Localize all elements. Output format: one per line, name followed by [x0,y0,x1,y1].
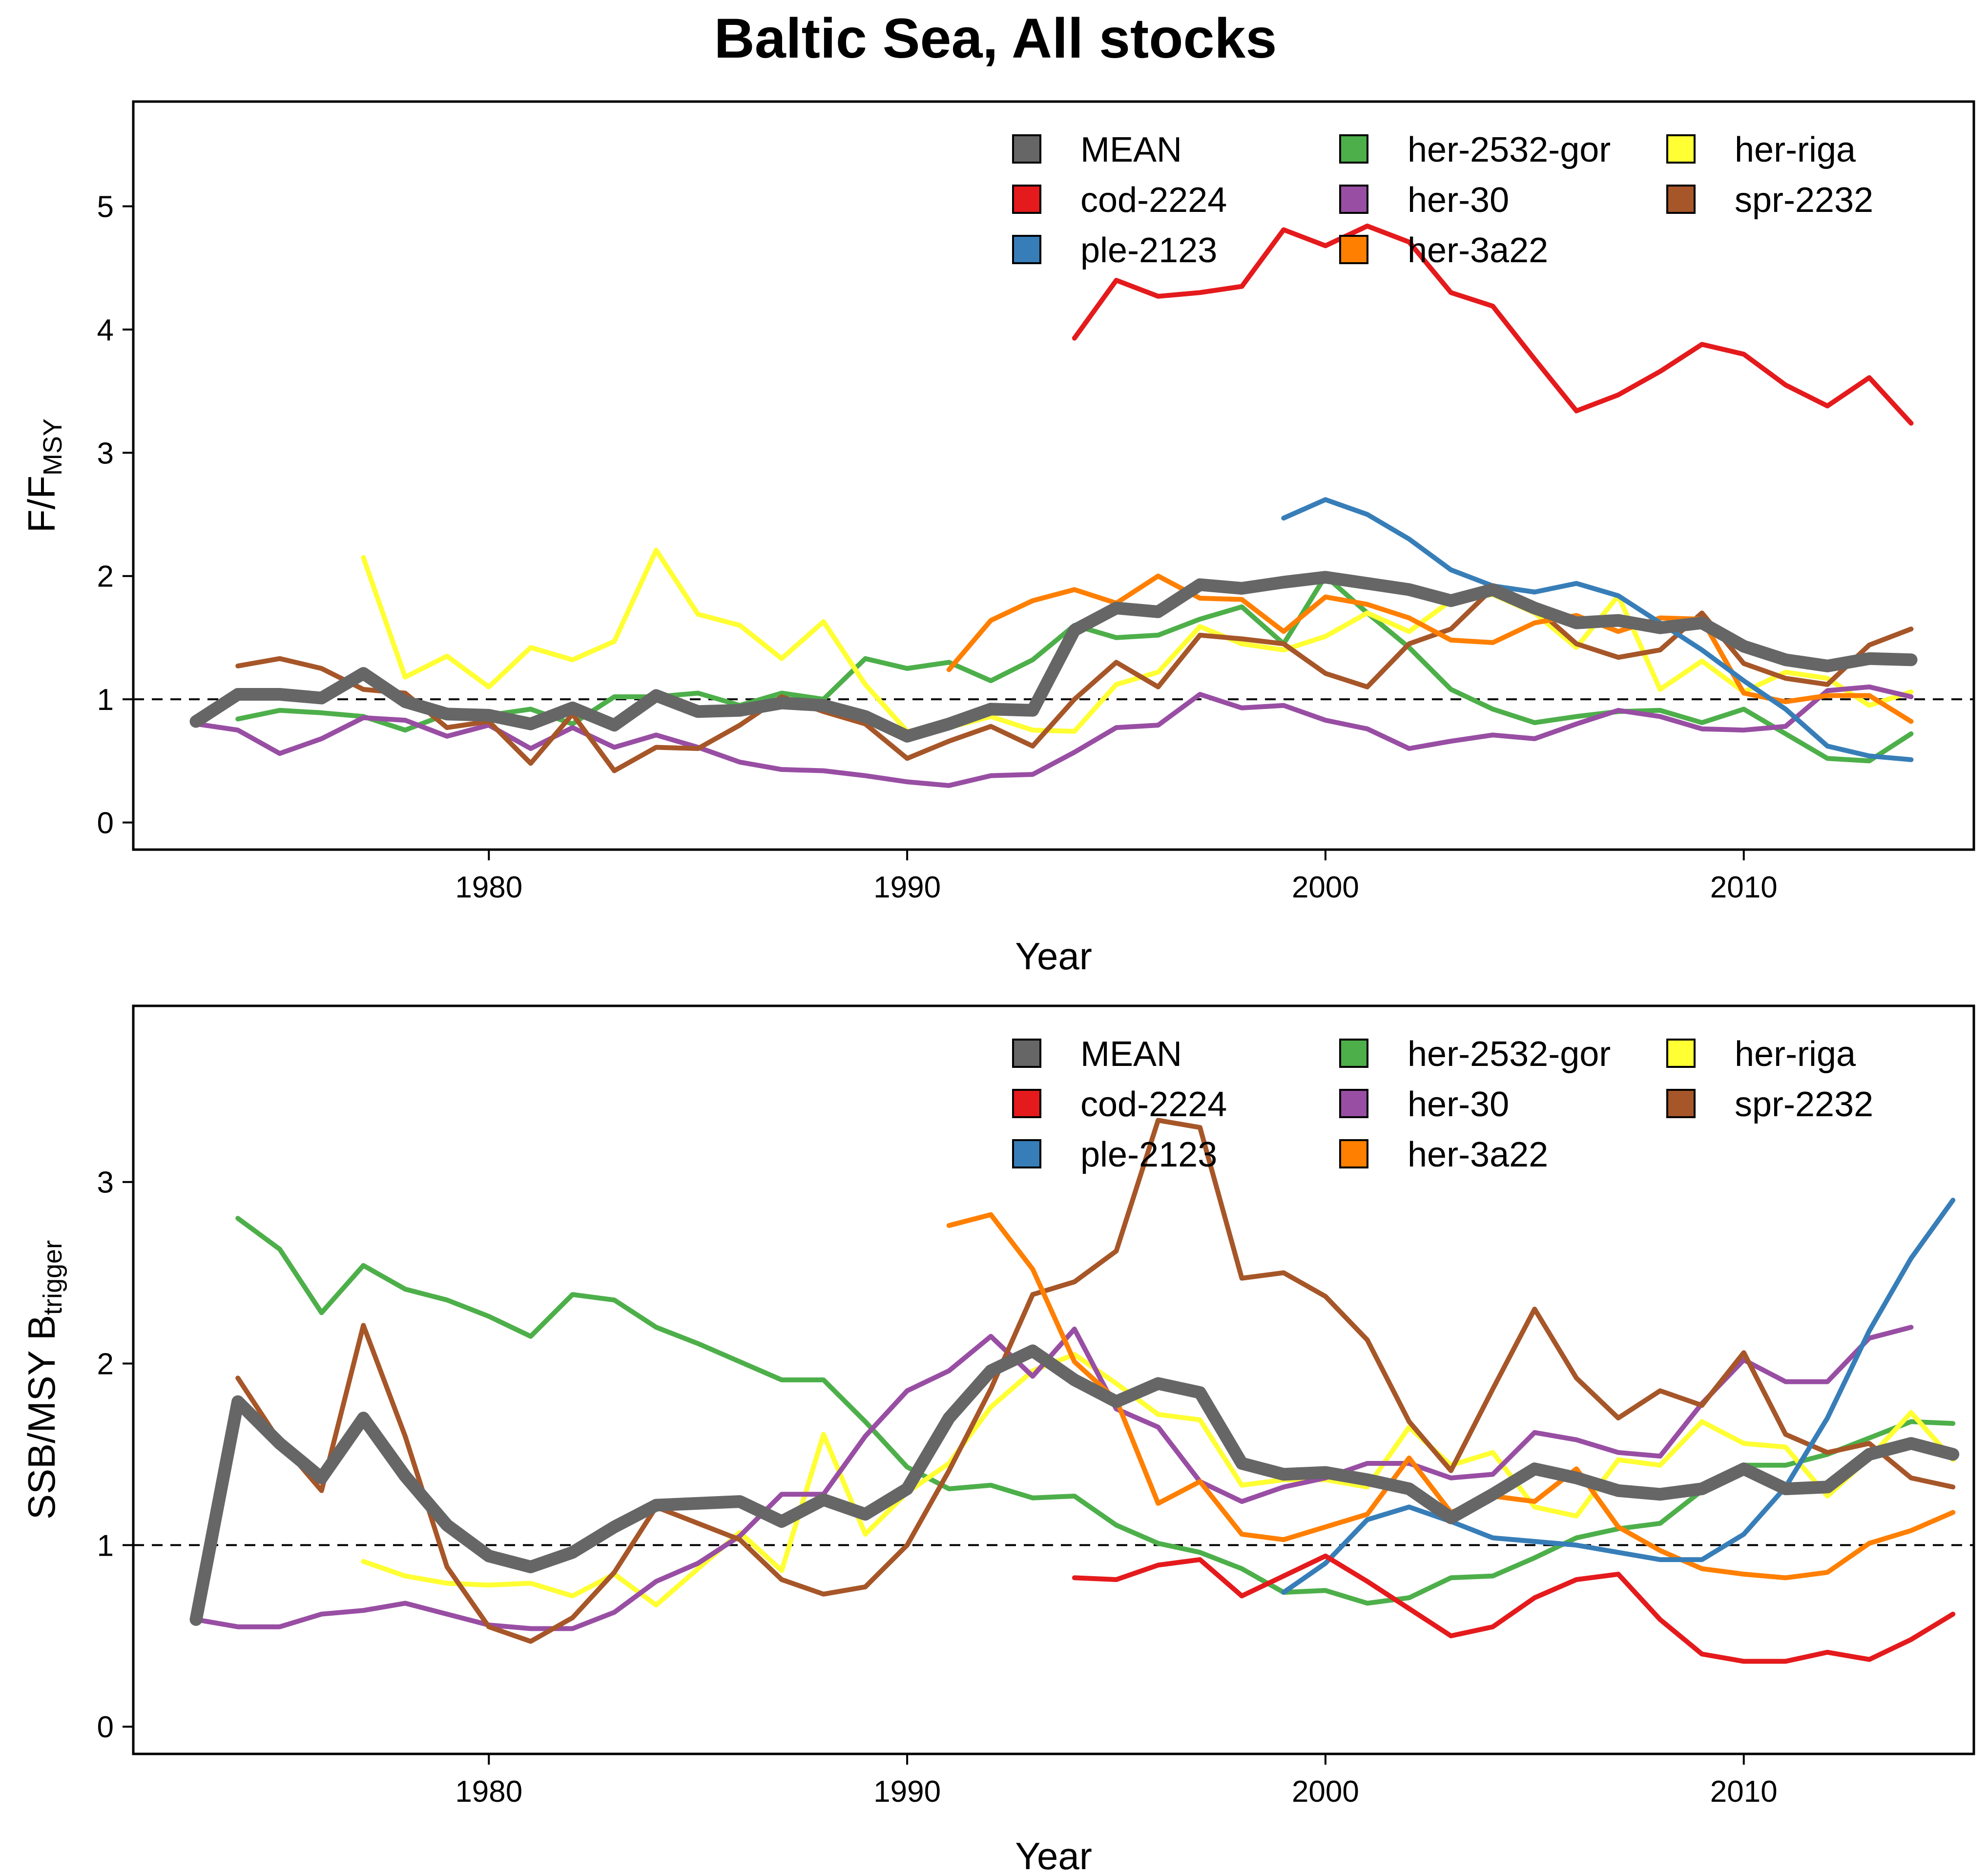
x-axis-label: Year [1015,1834,1092,1875]
legend-label-her-3a22: her-3a22 [1408,1135,1548,1174]
legend-label-cod-2224: cod-2224 [1080,1085,1227,1124]
y-tick-label: 5 [97,190,114,224]
figure-title: Baltic Sea, All stocks [714,7,1277,70]
plot-frame [132,1004,1975,1755]
series-line-cod-2224 [1072,1553,1956,1664]
y-axis-label-main: SSB/MSY B [20,1315,63,1520]
legend-label-her-2532-gor: her-2532-gor [1408,130,1611,169]
legend-label-her-3a22: her-3a22 [1408,231,1548,270]
legend-swatch-her-2532-gor [1339,134,1368,164]
x-axis-label: Year [1015,935,1092,978]
y-axis-label-sub: MSY [38,418,67,476]
legend-swatch-her-2532-gor [1339,1039,1368,1068]
legend-swatch-ple-2123 [1012,1139,1041,1168]
x-tick-label: 1990 [873,871,941,904]
x-tick-label: 2010 [1710,871,1778,904]
y-tick-label: 0 [97,806,114,840]
x-tick-label: 2000 [1292,1775,1359,1809]
y-tick-label: 3 [97,437,114,470]
legend-label-spr-2232: spr-2232 [1735,181,1873,220]
legend-swatch-her-30 [1339,185,1368,214]
legend-label-her-riga: her-riga [1735,1035,1856,1074]
legend-label-ple-2123: ple-2123 [1080,231,1217,270]
y-tick-label: 2 [97,560,114,594]
ssb-btrigger-panel: 1980 1990 2000 2010 0 1 2 3 Year SSB/MSY Btrigg… [20,1004,1975,1875]
legend-swatch-her-3a22 [1339,235,1368,264]
legend: MEAN cod-2224 ple-2123 her-2532-gor her-30 he… [1012,1035,1873,1174]
series-line-ple-2123 [1281,497,1914,762]
legend-label-her-riga: her-riga [1735,130,1856,169]
legend-swatch-her-riga [1666,1039,1696,1068]
legend-swatch-mean [1012,134,1041,164]
legend-label-her-30: her-30 [1408,181,1509,220]
y-tick-label: 0 [97,1710,114,1744]
y-tick-label: 1 [97,1529,114,1562]
legend-label-cod-2224: cod-2224 [1080,181,1227,220]
series-line-her-30 [193,1325,1914,1631]
series-line-mean [189,571,1918,743]
y-tick-label: 2 [97,1348,114,1381]
legend-swatch-spr-2232 [1666,185,1696,214]
series-line-spr-2232 [235,1118,1956,1644]
x-tick-label: 1980 [455,871,522,904]
legend-swatch-her-riga [1666,134,1696,164]
legend-swatch-mean [1012,1039,1041,1068]
x-tick-label: 1990 [873,1775,941,1809]
legend-swatch-her-30 [1339,1089,1368,1118]
y-axis-label-sub: trigger [38,1240,67,1315]
y-tick-label: 4 [97,313,114,347]
series-line-her-2532-gor [235,1216,1956,1606]
y-axis-label: SSB/MSY Btrigger [20,1240,67,1520]
y-tick-label: 1 [97,683,114,717]
series-line-her-riga [361,547,1914,734]
legend-swatch-cod-2224 [1012,185,1041,214]
legend-swatch-cod-2224 [1012,1089,1041,1118]
x-tick-label: 1980 [455,1775,522,1809]
series-line-ple-2123 [1281,1197,1956,1595]
series-line-her-riga [361,1352,1956,1608]
y-axis-label: F/FMSY [20,418,67,533]
x-tick-label: 2010 [1710,1775,1778,1809]
legend-label-spr-2232: spr-2232 [1735,1085,1873,1124]
series-line-mean [189,1344,1960,1626]
f-fmsy-panel: 1980 1990 2000 2010 0 1 2 3 4 5 Year F/FMSY MEAN c… [20,100,1975,978]
legend-swatch-ple-2123 [1012,235,1041,264]
x-tick-label: 2000 [1292,871,1359,904]
legend-label-mean: MEAN [1080,1035,1182,1074]
legend-label-her-2532-gor: her-2532-gor [1408,1035,1611,1074]
y-tick-label: 3 [97,1166,114,1200]
legend-label-her-30: her-30 [1408,1085,1509,1124]
plot-frame [132,100,1975,851]
series-line-cod-2224 [1072,223,1914,426]
series-line-her-3a22 [946,573,1914,724]
series-line-spr-2232 [235,585,1914,773]
y-axis-label-main: F/F [20,476,63,533]
series-line-her-30 [193,684,1914,788]
legend-swatch-her-3a22 [1339,1139,1368,1168]
legend: MEAN cod-2224 ple-2123 her-2532-gor her-30 he… [1012,130,1873,270]
legend-swatch-spr-2232 [1666,1089,1696,1118]
legend-label-mean: MEAN [1080,130,1182,169]
legend-label-ple-2123: ple-2123 [1080,1135,1217,1174]
